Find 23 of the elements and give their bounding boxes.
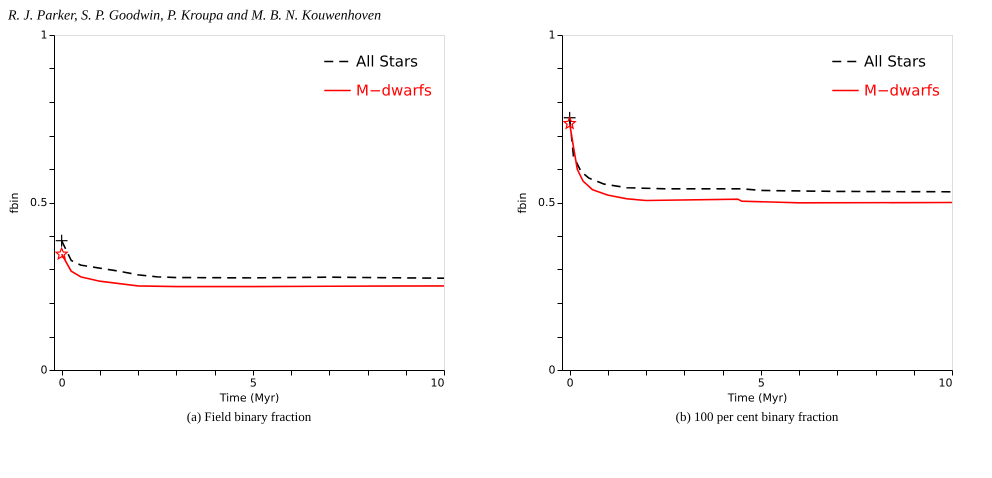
y-tick-label: 0.5 [30,196,48,209]
y-tick-label: 0 [40,364,48,376]
legend-label: M−dwarfs [864,82,940,100]
y-tick-label: 0 [548,364,556,376]
y-axis-title: fbin [8,192,22,214]
text: (b) 100 per cent binary fraction [676,409,839,424]
y-tick-label: 1 [548,28,556,42]
y-tick-label: 1 [40,28,48,42]
legend-label: M−dwarfs [356,82,432,100]
y-axis-title: fbin [516,192,530,214]
x-tick-label: 0 [566,376,574,390]
text: (a) Field binary fraction [186,409,312,424]
x-axis-title: Time (Myr) [218,392,280,404]
x-tick-label: 5 [250,376,257,390]
x-tick-label: 5 [758,376,765,390]
x-tick-label: 10 [430,376,444,390]
x-tick-label: 10 [938,376,952,390]
y-tick-label: 0.5 [538,196,556,209]
x-tick-label: 0 [58,376,66,390]
legend-label: All Stars [356,52,418,70]
legend-label: All Stars [864,52,926,70]
text: R. J. Parker, S. P. Goodwin, P. Kroupa and M. B. N. Kouwenhoven [7,8,382,24]
x-axis-title: Time (Myr) [726,392,788,404]
